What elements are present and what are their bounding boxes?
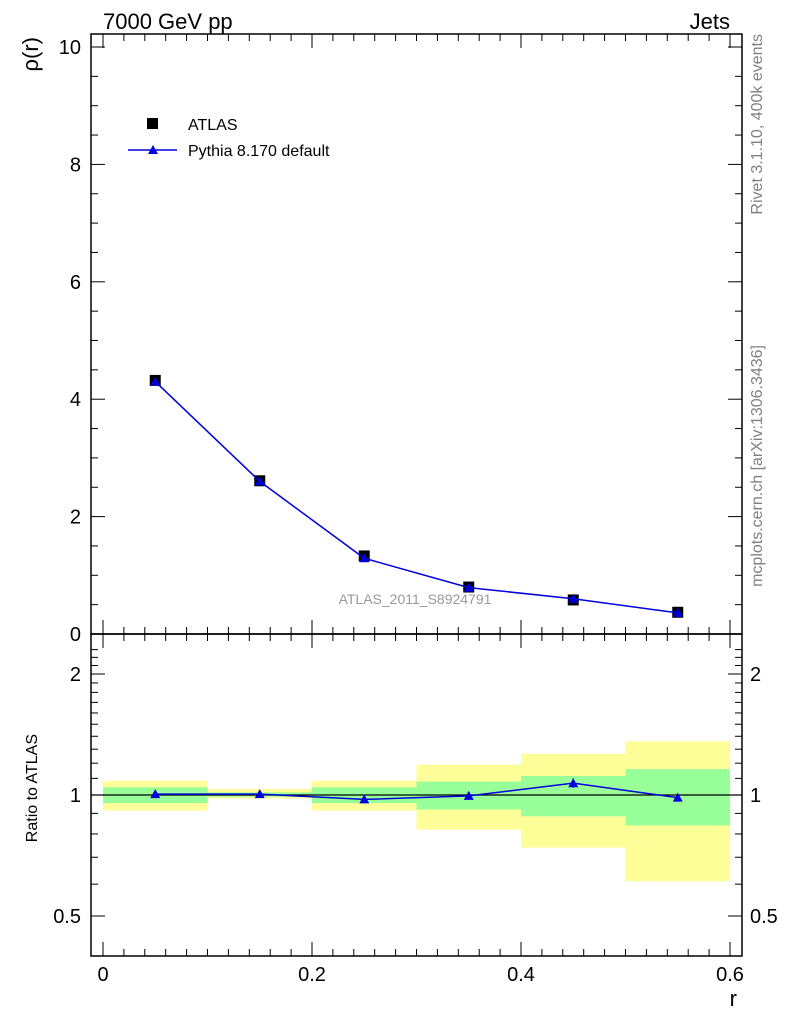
- pythia-data-point: [254, 476, 265, 486]
- energy-label: 7000 GeV pp: [103, 9, 233, 34]
- ratio-data-point: [359, 794, 370, 804]
- ratio-y-tick-label-right: 1: [750, 785, 761, 807]
- mcplots-label: mcplots.cern.ch [arXiv:1306.3436]: [749, 345, 766, 587]
- main-y-tick-label: 10: [59, 37, 81, 59]
- legend-atlas-label: ATLAS: [188, 117, 238, 134]
- main-y-axis-label: ρ(r): [18, 37, 43, 72]
- pythia-data-point: [359, 553, 370, 563]
- ratio-data-point: [463, 790, 474, 800]
- ratio-y-tick-label: 2: [70, 664, 81, 686]
- pythia-line: [154, 381, 678, 614]
- legend-pythia-label: Pythia 8.170 default: [188, 143, 330, 160]
- rivet-label: Rivet 3.1.10, 400k events: [749, 34, 766, 215]
- ratio-data-point: [568, 778, 579, 788]
- ratio-y-axis-label: Ratio to ATLAS: [24, 734, 41, 842]
- ratio-y-tick-label-right: 0.5: [750, 906, 778, 928]
- pythia-data-point: [150, 376, 161, 386]
- legend: ATLAS Pythia 8.170 default: [128, 117, 330, 160]
- ratio-panel: 0.5 0.5 1 1 2 2 0 0.2 0.4 0.6: [53, 633, 778, 986]
- legend-atlas-marker: [147, 118, 158, 129]
- main-y-tick-label: 2: [70, 507, 81, 529]
- main-y-tick-label: 4: [70, 389, 81, 411]
- x-axis-label: r: [730, 986, 737, 1011]
- main-panel: ATLAS_2011_S8924791 0 2 4 6 8 10: [59, 33, 743, 646]
- process-label: Jets: [690, 9, 730, 34]
- ratio-data-point: [254, 789, 265, 799]
- ratio-y-tick-label-right: 2: [750, 664, 761, 686]
- ratio-y-tick-label: 0.5: [53, 906, 81, 928]
- ratio-data-point: [150, 789, 161, 799]
- x-tick-label: 0: [97, 964, 108, 986]
- analysis-watermark: ATLAS_2011_S8924791: [339, 591, 492, 607]
- x-tick-label: 0.6: [716, 964, 744, 986]
- main-y-tick-label: 6: [70, 272, 81, 294]
- x-tick-label: 0.2: [298, 964, 326, 986]
- ratio-pythia-line: [155, 782, 678, 801]
- pythia-data-point: [568, 593, 579, 603]
- legend-pythia-marker: [148, 145, 158, 154]
- ratio-y-tick-label: 1: [70, 785, 81, 807]
- main-y-tick-label: 0: [70, 624, 81, 646]
- main-y-tick-label: 8: [70, 154, 81, 176]
- pythia-data-point: [463, 582, 474, 592]
- x-tick-label: 0.4: [507, 964, 535, 986]
- ratio-data-point: [672, 792, 683, 802]
- pythia-data-point: [672, 607, 683, 617]
